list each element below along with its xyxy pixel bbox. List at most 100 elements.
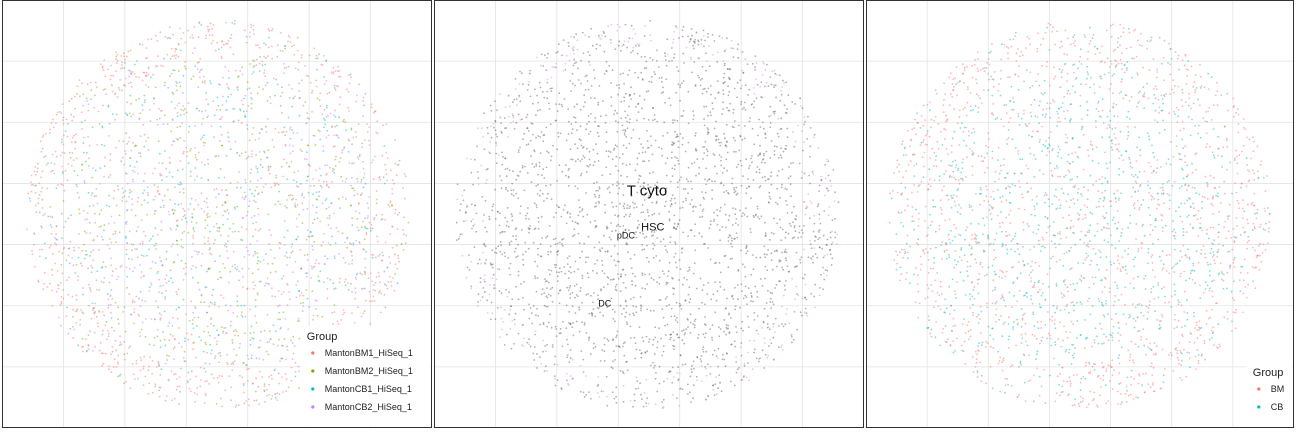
data-point — [569, 293, 572, 295]
data-point — [610, 82, 612, 84]
data-point — [492, 263, 494, 266]
data-point — [125, 172, 128, 175]
data-point — [692, 40, 695, 43]
data-point — [669, 205, 672, 208]
data-point — [762, 158, 765, 160]
data-point — [232, 330, 235, 333]
data-point — [231, 265, 234, 268]
data-point — [521, 166, 524, 169]
data-point — [744, 294, 747, 297]
data-point — [637, 219, 640, 222]
data-point — [130, 85, 133, 88]
data-point — [688, 301, 691, 304]
data-point — [163, 84, 166, 87]
data-point — [611, 201, 613, 204]
data-point — [747, 326, 750, 328]
data-point — [374, 155, 376, 158]
data-point — [582, 105, 585, 108]
data-point — [99, 63, 102, 65]
data-point — [88, 144, 91, 147]
data-point — [555, 119, 558, 122]
data-point — [334, 115, 337, 118]
data-point — [75, 133, 77, 136]
data-point — [164, 36, 167, 38]
data-point — [198, 61, 200, 63]
data-point — [712, 108, 714, 110]
data-point — [768, 201, 770, 204]
data-point — [245, 195, 247, 198]
data-point — [361, 142, 363, 145]
data-point — [284, 134, 286, 137]
data-point — [254, 284, 256, 287]
data-point — [334, 70, 337, 72]
data-point — [178, 102, 180, 105]
data-point — [776, 174, 779, 177]
data-point — [189, 149, 192, 152]
data-point — [41, 207, 44, 209]
data-point — [372, 284, 375, 286]
data-point — [673, 119, 676, 122]
data-point — [751, 368, 754, 371]
data-point — [676, 397, 678, 399]
data-point — [717, 92, 719, 94]
data-point — [199, 76, 201, 79]
data-point — [672, 142, 675, 145]
data-point — [729, 235, 732, 237]
data-point — [156, 335, 159, 338]
data-point — [613, 113, 616, 116]
data-point — [171, 325, 174, 327]
data-point — [258, 346, 261, 349]
data-point — [726, 140, 728, 143]
data-point — [593, 77, 596, 80]
data-point — [538, 194, 541, 197]
data-point — [651, 153, 654, 156]
data-point — [101, 235, 103, 238]
data-point — [202, 141, 205, 144]
data-point — [725, 190, 728, 192]
data-point — [74, 272, 77, 274]
data-point — [89, 330, 91, 333]
data-point — [133, 311, 136, 314]
data-point — [96, 235, 99, 238]
data-point — [109, 174, 112, 176]
data-point — [48, 246, 51, 249]
data-point — [827, 160, 830, 163]
data-point — [320, 174, 322, 177]
data-point — [245, 400, 248, 402]
data-point — [714, 262, 716, 265]
data-point — [707, 395, 710, 398]
data-point — [332, 145, 335, 148]
data-point — [633, 399, 636, 402]
data-point — [153, 97, 155, 100]
data-point — [232, 107, 235, 110]
data-point — [173, 140, 176, 143]
data-point — [571, 220, 574, 223]
data-point — [652, 119, 654, 122]
data-point — [567, 382, 569, 385]
data-point — [271, 28, 274, 30]
data-point — [240, 122, 243, 124]
data-point — [290, 339, 292, 342]
data-point — [101, 65, 104, 68]
data-point — [559, 289, 562, 291]
data-point — [163, 338, 166, 341]
data-point — [537, 109, 539, 112]
data-point — [540, 215, 543, 218]
data-point — [472, 224, 475, 227]
data-point — [702, 146, 704, 148]
data-point — [569, 216, 571, 219]
data-point — [319, 220, 322, 223]
data-point — [176, 169, 179, 172]
data-point — [207, 162, 210, 165]
data-point — [710, 298, 713, 301]
data-point — [768, 195, 771, 198]
data-point — [115, 267, 117, 270]
data-point — [91, 176, 94, 179]
data-point — [206, 214, 208, 217]
data-point — [546, 150, 548, 153]
data-point — [236, 295, 239, 298]
data-point — [522, 297, 524, 299]
data-point — [122, 311, 125, 313]
data-point — [261, 166, 264, 169]
data-point — [172, 140, 175, 143]
